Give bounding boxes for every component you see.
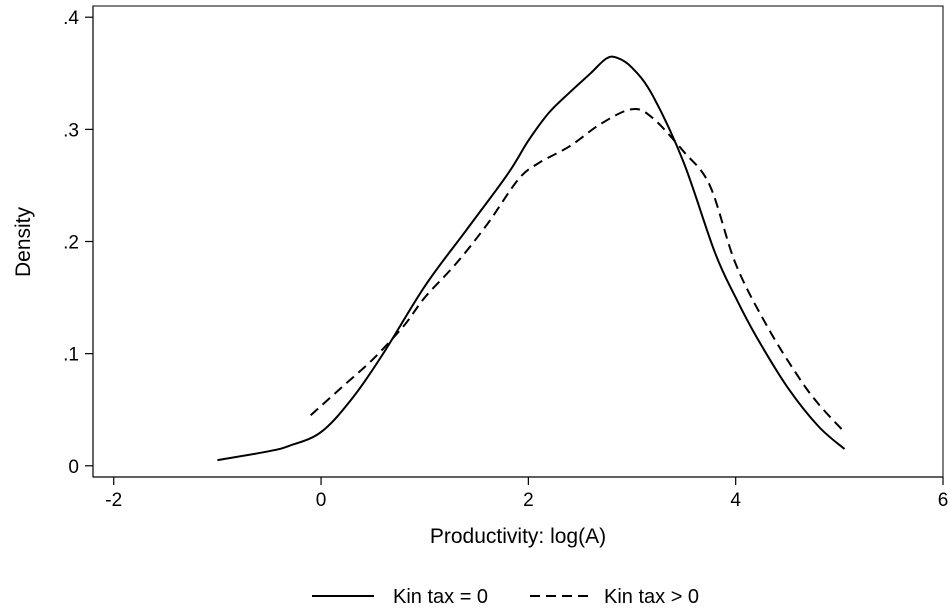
y-tick-label: .4 — [63, 8, 79, 29]
y-tick-label: 0 — [68, 457, 79, 478]
x-axis-title: Productivity: log(A) — [430, 525, 606, 548]
series-line-kin-tax-positive — [310, 108, 846, 433]
legend-label-kin-tax-positive: Kin tax > 0 — [604, 586, 699, 608]
series-layer — [217, 55, 846, 462]
x-tick-label: 0 — [316, 490, 327, 511]
plot-area — [92, 5, 944, 478]
x-tick-label: -2 — [105, 490, 122, 511]
legend: Kin tax = 0 Kin tax > 0 — [312, 586, 699, 608]
y-tick-label: .3 — [63, 120, 79, 141]
y-tick-label: .2 — [63, 233, 79, 254]
y-axis-title: Density — [12, 206, 35, 277]
x-tick-label: 4 — [730, 490, 741, 511]
y-axis-ticks: 0 .1 .2 .3 .4 — [63, 8, 93, 478]
y-tick-label: .1 — [63, 345, 79, 366]
legend-label-kin-tax-zero: Kin tax = 0 — [393, 586, 488, 608]
x-axis-ticks: -2 0 2 4 6 — [105, 477, 948, 511]
x-tick-label: 6 — [938, 490, 949, 511]
x-tick-label: 2 — [523, 490, 534, 511]
series-line-kin-tax-zero — [217, 55, 846, 462]
